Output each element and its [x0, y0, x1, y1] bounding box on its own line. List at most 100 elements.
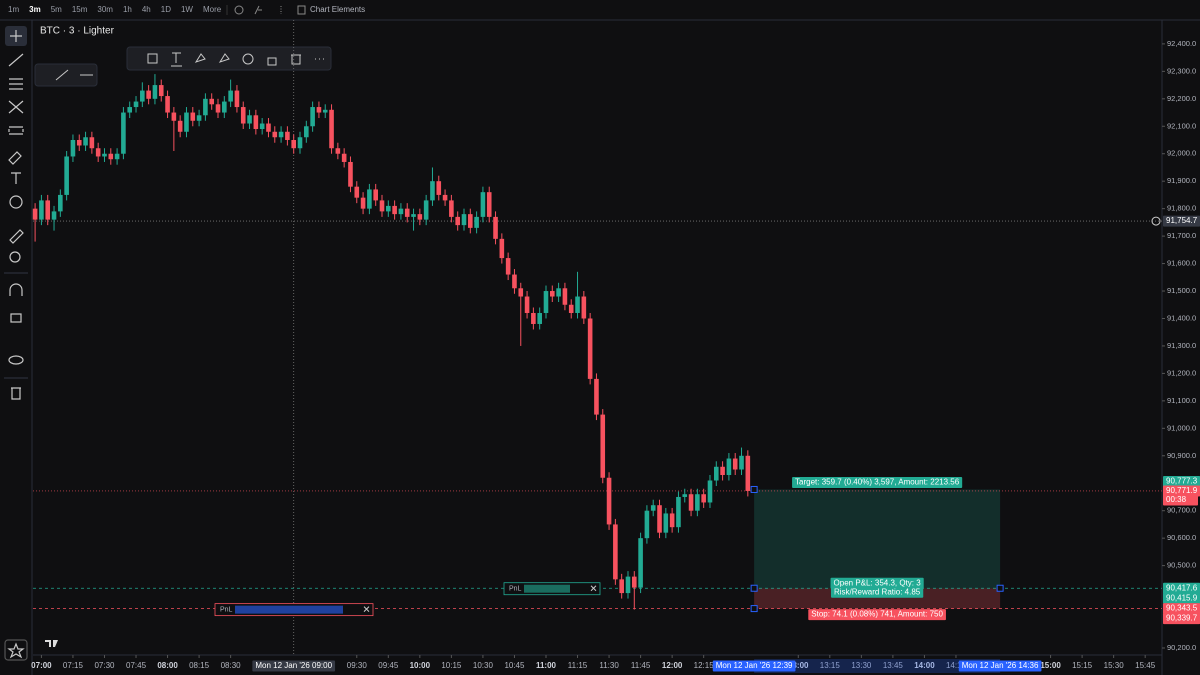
crosshair-time-label: Mon 12 Jan '26 09:00: [255, 661, 332, 670]
candle-body: [89, 137, 95, 149]
candle-body: [461, 214, 467, 226]
close-icon[interactable]: [363, 606, 370, 612]
interval-button[interactable]: 1m: [8, 5, 19, 14]
delete-icon[interactable]: [291, 54, 301, 65]
order-widget[interactable]: PnL: [214, 603, 374, 617]
interval-button[interactable]: More: [203, 5, 222, 14]
favorites-button[interactable]: [4, 639, 28, 661]
x-tick-label: 07:15: [63, 661, 84, 670]
top-toolbar: 1m 3m 5m 15m 30m 1h 4h 1D 1W More: [8, 5, 222, 14]
position-handle[interactable]: [750, 485, 758, 493]
stop-label: Stop: 74.1 (0.08%) 741, Amount: 750: [811, 610, 943, 619]
projection-tool[interactable]: [8, 126, 24, 135]
candle-body: [600, 414, 606, 478]
y-tick-label: 91,800.0: [1167, 204, 1196, 213]
visibility-tool[interactable]: [8, 355, 24, 365]
order-price-label: 90,339.7: [1166, 614, 1198, 623]
end-time-label-bg: [958, 660, 1042, 672]
lock-icon[interactable]: [267, 57, 277, 66]
candle-body: [70, 139, 76, 157]
interval-button[interactable]: 5m: [51, 5, 62, 14]
order-label: PnL: [509, 586, 522, 593]
template-icon[interactable]: [147, 53, 158, 64]
candle-body: [184, 112, 189, 132]
delete-tool[interactable]: [11, 387, 21, 400]
candle-body: [739, 455, 744, 470]
position-handle[interactable]: [750, 605, 758, 613]
trendline-tool[interactable]: [8, 53, 24, 67]
line-style-icons[interactable]: [55, 69, 93, 81]
candle-body: [341, 153, 347, 162]
candle-body: [310, 107, 315, 127]
y-tick-label: 92,400.0: [1167, 39, 1196, 48]
text-color-icon[interactable]: [171, 52, 182, 67]
candle-body: [278, 131, 284, 138]
candle-body: [51, 211, 57, 220]
candle-body: [140, 90, 145, 102]
order-widget[interactable]: PnL: [503, 582, 601, 596]
target-label: Target: 359.7 (0.40%) 3,597, Amount: 221…: [795, 478, 960, 487]
profit-zone: [754, 489, 1001, 589]
y-tick-label: 91,200.0: [1167, 368, 1196, 377]
candle-body: [32, 208, 38, 220]
order-price-label: 90,415.9: [1166, 593, 1198, 602]
left-toolbar: [4, 26, 28, 661]
candle-body: [480, 192, 486, 217]
add-indicator-icon[interactable]: [234, 5, 244, 15]
candle-body: [568, 304, 574, 313]
candle-body: [177, 120, 183, 132]
candle-body: [64, 156, 69, 195]
interval-button[interactable]: 4h: [142, 5, 151, 14]
line-color-icon[interactable]: [218, 53, 230, 63]
end-time-label: Mon 12 Jan '26 14:36: [962, 661, 1039, 670]
lock-tool[interactable]: [10, 313, 22, 323]
candle-body: [322, 109, 328, 113]
interval-button[interactable]: 1h: [123, 5, 132, 14]
top-icons: [226, 5, 306, 15]
candle-body: [354, 186, 360, 198]
chart-elements-button[interactable]: Chart Elements: [310, 5, 365, 14]
x-tick-label: 10:15: [441, 661, 462, 670]
interval-button[interactable]: 15m: [72, 5, 88, 14]
fib-tool[interactable]: [9, 78, 23, 90]
pattern-tool[interactable]: [8, 100, 24, 114]
magnet-tool[interactable]: [9, 283, 23, 296]
candle-body: [76, 139, 82, 146]
candle-body: [146, 90, 151, 99]
position-handle[interactable]: [750, 584, 758, 592]
interval-button[interactable]: 1W: [181, 5, 193, 14]
y-tick-label: 92,100.0: [1167, 121, 1196, 130]
text-tool[interactable]: [11, 172, 21, 184]
measure-tool[interactable]: [9, 229, 24, 244]
settings-icon[interactable]: [242, 53, 254, 65]
add-alert-icon[interactable]: [1151, 216, 1161, 226]
fill-icon[interactable]: [194, 53, 206, 63]
position-handle[interactable]: [996, 584, 1004, 592]
logo: [45, 640, 58, 647]
brush-tool[interactable]: [8, 151, 22, 165]
close-icon[interactable]: [590, 585, 597, 592]
x-tick-label: 13:30: [851, 661, 872, 670]
candle-body: [543, 291, 549, 313]
elements-icon[interactable]: [297, 5, 306, 15]
candle-body: [45, 200, 51, 220]
candle-body: [417, 214, 423, 220]
candle-body: [449, 200, 454, 217]
candle-body: [486, 192, 492, 217]
y-tick-label: 92,300.0: [1167, 66, 1196, 75]
emoji-tool[interactable]: [9, 195, 23, 209]
candle-body: [442, 194, 448, 201]
zoom-tool[interactable]: [9, 251, 21, 263]
x-tick-label: 15:30: [1104, 661, 1125, 670]
start-time-label: Mon 12 Jan '26 12:39: [716, 661, 793, 670]
crosshair-tool[interactable]: [10, 30, 22, 42]
interval-button[interactable]: 1D: [161, 5, 171, 14]
interval-button[interactable]: 30m: [97, 5, 113, 14]
x-tick-label: 14:15: [946, 661, 967, 670]
fx-icon[interactable]: [254, 5, 262, 15]
y-tick-label: 91,300.0: [1167, 341, 1196, 350]
interval-button[interactable]: 3m: [29, 5, 41, 14]
candle-body: [348, 161, 353, 187]
rr-label: Risk/Reward Ratio: 4.85: [834, 587, 921, 596]
